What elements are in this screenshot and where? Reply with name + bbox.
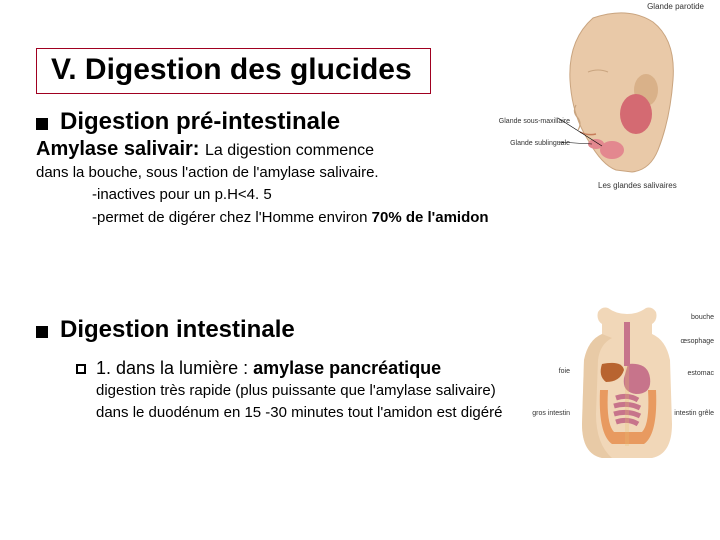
head-label2: Glande sublinguale [510, 140, 570, 147]
body-label5: gros intestin [532, 410, 570, 417]
head-label1: Glande sous-maxillaire [499, 118, 570, 125]
section1-line3a: -permet de digérer chez l'Homme environ [92, 209, 372, 226]
bullet-icon [36, 118, 48, 130]
sub-num: 1. [96, 358, 111, 378]
section2-sub-text: 1. dans la lumière : amylase pancréatiqu… [96, 358, 441, 379]
section1-line3: -permet de digérer chez l'Homme environ … [36, 208, 684, 228]
bullet-icon [36, 326, 48, 338]
digestive-system-figure [572, 304, 682, 464]
amylase-sub: La digestion commence [205, 142, 374, 159]
section2-heading: Digestion intestinale [60, 316, 295, 344]
sub-a: dans la lumière : [111, 358, 253, 378]
body-label1: bouche [691, 314, 714, 321]
head-caption: Les glandes salivaires [598, 181, 677, 190]
body-label2: œsophage [681, 338, 714, 345]
parotid-gland [620, 94, 652, 134]
sub-b: amylase pancréatique [253, 358, 441, 378]
section1-heading: Digestion pré-intestinale [60, 108, 340, 136]
slide-title: V. Digestion des glucides [51, 53, 412, 87]
body-label3: foie [559, 368, 570, 375]
title-box: V. Digestion des glucides [36, 48, 431, 94]
body-label6: intestin grêle [674, 410, 714, 417]
hollow-bullet-icon [76, 364, 86, 374]
slide: Glande parotide V. Digestion des glucide… [0, 0, 720, 540]
amylase-label: Amylase salivair: [36, 138, 199, 160]
esophagus [624, 322, 630, 366]
spine [625, 366, 629, 446]
section1-line3b: 70% de l'amidon [372, 209, 489, 226]
body-label4: estomac [688, 370, 714, 377]
salivary-glands-figure: Les glandes salivaires [558, 10, 698, 190]
